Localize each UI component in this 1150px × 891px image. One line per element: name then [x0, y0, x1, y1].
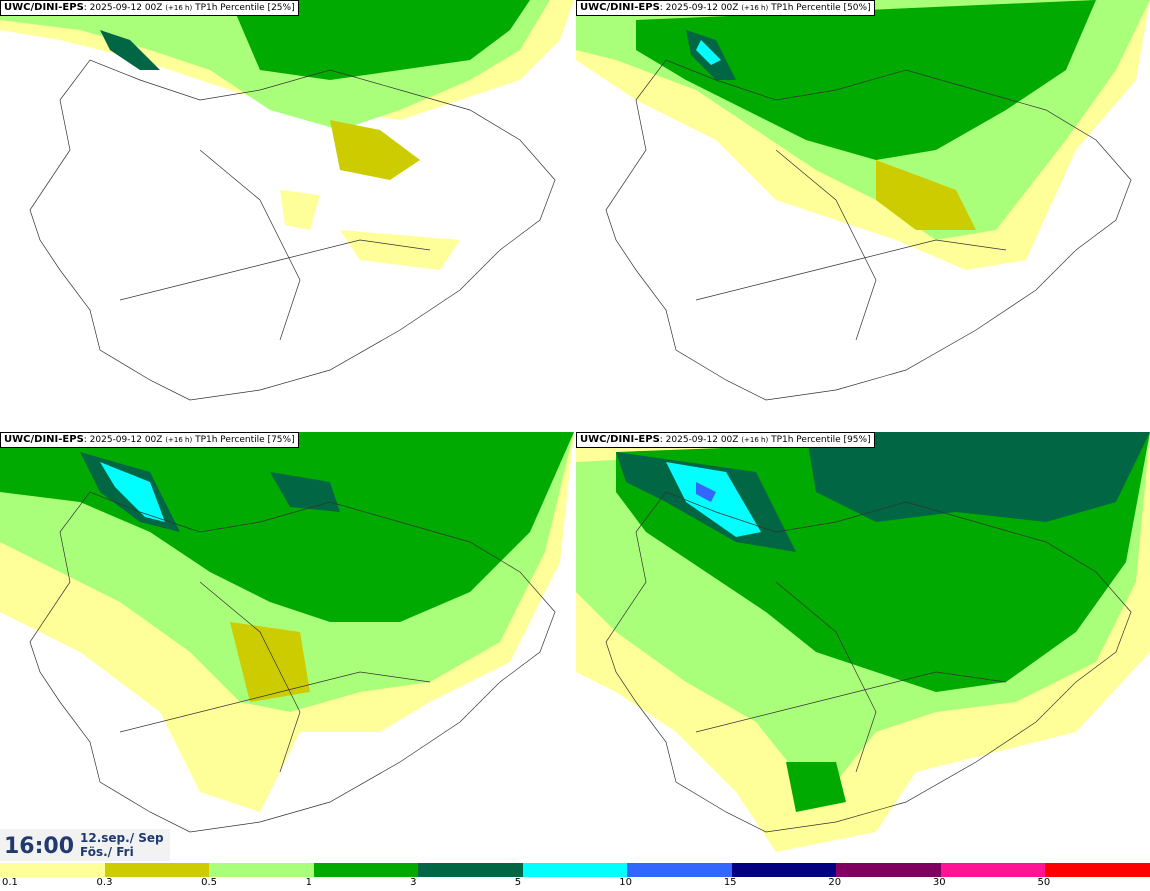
precip-map-75	[0, 432, 574, 833]
precip-map-95	[576, 432, 1150, 852]
legend-label: 20	[828, 877, 842, 888]
legend-swatch	[104, 863, 210, 877]
valid-date: 12.sep./ Sep Fös./ Fri	[80, 831, 164, 859]
legend-swatch	[627, 863, 732, 877]
map-panel-25: UWC/DINI-EPS: 2025-09-12 00Z (+16 h) TP1…	[0, 0, 574, 430]
legend-label: 3	[410, 877, 417, 888]
color-legend	[0, 863, 1150, 877]
coastline-75	[29, 491, 556, 833]
map-panel-50: UWC/DINI-EPS: 2025-09-12 00Z (+16 h) TP1…	[576, 0, 1150, 430]
panel-title: UWC/DINI-EPS: 2025-09-12 00Z (+16 h) TP1…	[576, 432, 875, 448]
legend-swatch	[731, 863, 837, 877]
valid-time-box: 16:00 12.sep./ Sep Fös./ Fri	[0, 829, 170, 861]
coastline-95	[605, 491, 1132, 833]
legend-label: 15	[723, 877, 737, 888]
legend-label: 0.5	[201, 877, 217, 888]
legend-swatch	[418, 863, 523, 877]
legend-swatch	[940, 863, 1046, 877]
legend-label: 0.3	[96, 877, 113, 888]
legend-swatch	[0, 863, 105, 877]
panel-title: UWC/DINI-EPS: 2025-09-12 00Z (+16 h) TP1…	[576, 0, 875, 16]
precip-map-25	[0, 0, 574, 401]
legend-label: 50	[1037, 877, 1051, 888]
legend-label: 5	[514, 877, 522, 888]
legend-swatch	[313, 863, 419, 877]
legend-swatch	[209, 863, 314, 877]
legend-tick-labels: 0.1 0.3 0.5 1 3 5 10 15 20 30 50	[0, 877, 1150, 891]
legend-swatch	[522, 863, 628, 877]
valid-time: 16:00	[4, 834, 75, 859]
legend-label: 1	[305, 877, 312, 888]
legend-label: 10	[619, 877, 632, 888]
map-panel-75: UWC/DINI-EPS: 2025-09-12 00Z (+16 h) TP1…	[0, 432, 574, 862]
panel-title: UWC/DINI-EPS: 2025-09-12 00Z (+16 h) TP1…	[0, 432, 299, 448]
map-panel-95: UWC/DINI-EPS: 2025-09-12 00Z (+16 h) TP1…	[576, 432, 1150, 862]
legend-label: 30	[932, 877, 946, 888]
coastline-25	[29, 59, 556, 401]
legend-label: 0.1	[2, 877, 18, 888]
precip-map-50	[576, 0, 1150, 401]
legend-swatch	[836, 863, 941, 877]
legend-swatch	[1045, 863, 1150, 877]
coastline-50	[605, 59, 1132, 401]
panel-title: UWC/DINI-EPS: 2025-09-12 00Z (+16 h) TP1…	[0, 0, 299, 16]
